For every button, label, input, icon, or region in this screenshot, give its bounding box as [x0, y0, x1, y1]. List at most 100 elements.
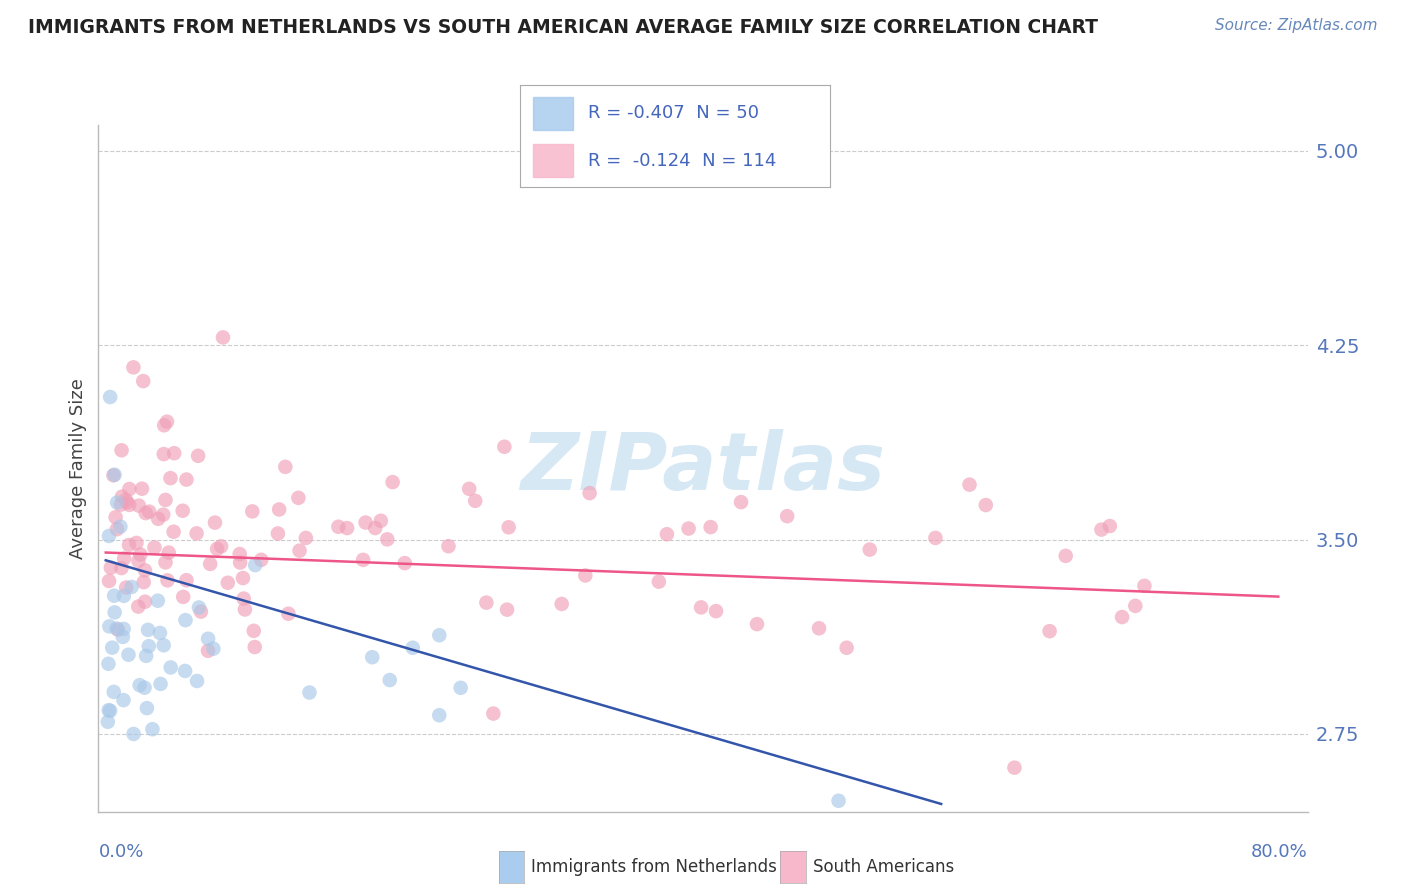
- Point: [174, 613, 197, 627]
- Point: [122, 727, 145, 741]
- Point: [678, 522, 700, 536]
- Point: [134, 563, 156, 577]
- Point: [103, 589, 125, 603]
- Point: [146, 512, 169, 526]
- Point: [111, 630, 134, 644]
- Point: [97, 714, 120, 729]
- Point: [143, 541, 166, 555]
- Point: [204, 516, 226, 530]
- Point: [117, 648, 139, 662]
- Point: [138, 639, 160, 653]
- Text: ZIPatlas: ZIPatlas: [520, 429, 886, 508]
- Point: [655, 527, 678, 541]
- Point: [274, 459, 297, 474]
- Point: [110, 561, 132, 575]
- Point: [115, 495, 138, 509]
- Point: [127, 599, 149, 614]
- Point: [115, 581, 138, 595]
- Point: [232, 571, 254, 585]
- Point: [730, 495, 752, 509]
- Point: [112, 551, 135, 566]
- Point: [118, 538, 141, 552]
- Point: [105, 622, 128, 636]
- Point: [103, 685, 125, 699]
- Point: [269, 502, 291, 516]
- Point: [122, 360, 145, 375]
- Point: [132, 575, 155, 590]
- Y-axis label: Average Family Size: Average Family Size: [69, 378, 87, 558]
- Point: [402, 640, 425, 655]
- Point: [101, 640, 124, 655]
- Point: [1090, 523, 1112, 537]
- Point: [385, 876, 408, 890]
- Point: [267, 526, 290, 541]
- Point: [153, 418, 176, 433]
- Point: [277, 607, 299, 621]
- Point: [704, 604, 727, 618]
- Point: [172, 590, 194, 604]
- Point: [574, 568, 596, 582]
- Point: [187, 449, 209, 463]
- Point: [103, 468, 125, 483]
- Point: [190, 605, 212, 619]
- Point: [827, 794, 849, 808]
- Point: [156, 574, 179, 588]
- Point: [361, 650, 384, 665]
- Point: [482, 706, 505, 721]
- Point: [100, 560, 122, 574]
- Point: [1039, 624, 1062, 639]
- Point: [924, 531, 946, 545]
- Point: [110, 498, 132, 512]
- Point: [159, 660, 181, 674]
- Point: [328, 520, 350, 534]
- Text: R = -0.407  N = 50: R = -0.407 N = 50: [588, 104, 759, 122]
- Point: [298, 685, 321, 699]
- Point: [242, 624, 264, 638]
- Point: [112, 693, 135, 707]
- Point: [97, 529, 120, 543]
- Point: [141, 722, 163, 736]
- Point: [118, 482, 141, 496]
- Point: [146, 593, 169, 607]
- Point: [464, 493, 486, 508]
- Point: [859, 542, 882, 557]
- Point: [232, 591, 254, 606]
- Point: [352, 553, 374, 567]
- Point: [209, 539, 232, 553]
- Bar: [533, 97, 572, 130]
- Point: [648, 574, 671, 589]
- Point: [104, 510, 127, 524]
- Point: [111, 490, 134, 504]
- Point: [835, 640, 858, 655]
- Point: [172, 504, 194, 518]
- Point: [243, 558, 266, 573]
- Point: [136, 623, 159, 637]
- Text: IMMIGRANTS FROM NETHERLANDS VS SOUTH AMERICAN AVERAGE FAMILY SIZE CORRELATION CH: IMMIGRANTS FROM NETHERLANDS VS SOUTH AME…: [28, 18, 1098, 37]
- Point: [690, 600, 713, 615]
- Text: 80.0%: 80.0%: [1251, 843, 1308, 861]
- Point: [212, 330, 235, 344]
- Point: [134, 595, 156, 609]
- Point: [427, 628, 450, 642]
- Point: [288, 543, 311, 558]
- Point: [550, 597, 572, 611]
- Point: [699, 520, 721, 534]
- Point: [163, 446, 186, 460]
- Point: [103, 467, 125, 482]
- Text: Immigrants from Netherlands: Immigrants from Netherlands: [531, 858, 778, 876]
- Point: [198, 557, 221, 571]
- Point: [159, 471, 181, 485]
- Point: [370, 514, 392, 528]
- Text: South Americans: South Americans: [813, 858, 953, 876]
- Point: [135, 701, 157, 715]
- Point: [176, 573, 198, 587]
- Point: [243, 640, 266, 654]
- Point: [128, 499, 150, 513]
- Point: [134, 681, 156, 695]
- Point: [174, 664, 197, 678]
- Point: [152, 638, 174, 652]
- Point: [959, 477, 981, 491]
- Point: [394, 556, 416, 570]
- Point: [378, 673, 401, 687]
- Point: [336, 521, 359, 535]
